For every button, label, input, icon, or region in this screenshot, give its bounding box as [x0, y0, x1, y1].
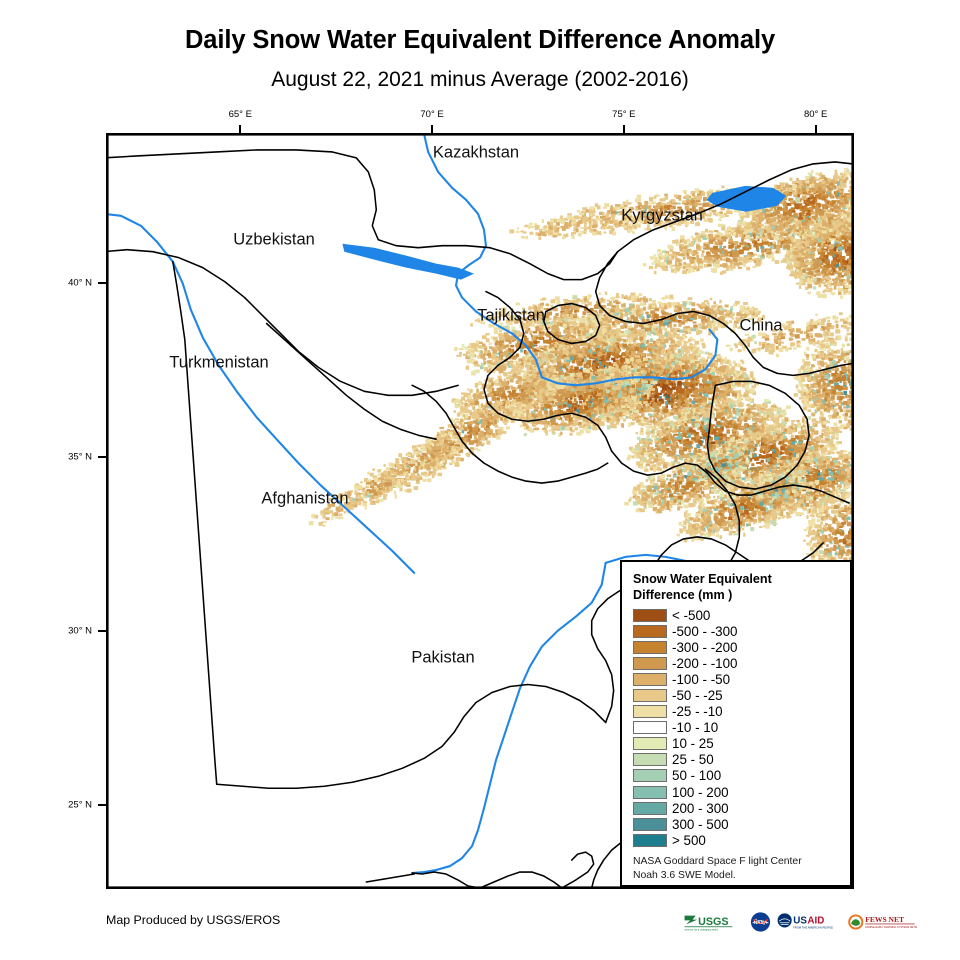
legend-title: Snow Water Equivalent Difference (mm ) — [633, 571, 850, 603]
legend-row: 10 - 25 — [633, 736, 850, 752]
legend-swatch — [633, 624, 667, 638]
legend-class-list: < -500 -500 - -300 -300 - -200 -200 - -100-… — [633, 607, 850, 848]
legend-swatch — [633, 705, 667, 719]
lat-tick-label: 30° N — [68, 625, 92, 637]
legend-class-label: -10 - 10 — [672, 720, 719, 736]
lake-issyk-kul — [706, 185, 787, 212]
map-legend: Snow Water Equivalent Difference (mm ) <… — [620, 560, 852, 887]
page-subtitle: August 22, 2021 minus Average (2002-2016… — [271, 68, 689, 91]
legend-class-label: 50 - 100 — [672, 768, 722, 784]
legend-title-line2: Difference (mm ) — [633, 588, 733, 602]
legend-class-label: -100 - -50 — [672, 671, 731, 687]
lat-tick-mark — [98, 804, 106, 807]
legend-row: > 500 — [633, 832, 850, 848]
legend-class-label: -25 - -10 — [672, 704, 723, 720]
usgs-logo[interactable]: USGS science for a changing world — [683, 911, 745, 933]
legend-row: -300 - -200 — [633, 639, 850, 655]
legend-class-label: 300 - 500 — [672, 816, 729, 832]
lat-tick-label: 40° N — [68, 277, 92, 289]
legend-swatch — [633, 737, 667, 751]
produced-by-text: Map Produced by USGS/EROS — [106, 913, 281, 927]
legend-class-label: -300 - -200 — [672, 639, 738, 655]
legend-credit-line2: Noah 3.6 SWE Model. — [633, 869, 736, 881]
legend-row: 200 - 300 — [633, 800, 850, 816]
lat-tick-label: 35° N — [68, 451, 92, 463]
legend-row: -500 - -300 — [633, 623, 850, 639]
legend-credit-line1: NASA Goddard Space F light Center — [633, 856, 802, 868]
legend-swatch — [633, 721, 667, 735]
lon-tick-label: 70° E — [420, 109, 444, 120]
lake-aral-remnant — [342, 243, 475, 280]
lon-tick-mark — [431, 125, 434, 133]
fewsnet-logo[interactable]: FEWS NET FAMINE EARLY WARNING SYSTEMS NE… — [847, 911, 917, 933]
legend-swatch — [633, 656, 667, 670]
legend-row: -10 - 10 — [633, 720, 850, 736]
legend-class-label: < -500 — [672, 607, 711, 623]
legend-row: < -500 — [633, 607, 850, 623]
legend-class-label: -50 - -25 — [672, 688, 723, 704]
legend-swatch — [633, 833, 667, 847]
swe-anomaly-raster — [308, 167, 853, 574]
lon-tick-mark — [622, 125, 625, 133]
legend-class-label: -200 - -100 — [672, 655, 738, 671]
legend-swatch — [633, 817, 667, 831]
legend-row: 100 - 200 — [633, 784, 850, 800]
agency-logo-row: USGS science for a changing world NASA U… — [683, 911, 917, 933]
legend-swatch — [633, 801, 667, 815]
lat-tick-label: 25° N — [68, 799, 92, 811]
legend-class-label: > 500 — [672, 832, 706, 848]
legend-swatch — [633, 769, 667, 783]
lat-tick-mark — [98, 630, 106, 633]
legend-swatch — [633, 785, 667, 799]
page-title: Daily Snow Water Equivalent Difference A… — [184, 26, 776, 54]
legend-class-label: -500 - -300 — [672, 623, 738, 639]
lat-tick-mark — [98, 456, 106, 458]
nasa-logo[interactable]: NASA — [750, 911, 771, 933]
legend-row: 300 - 500 — [633, 816, 850, 832]
lon-tick-label: 75° E — [612, 109, 636, 120]
legend-swatch — [633, 753, 667, 767]
legend-credit: NASA Goddard Space F light Center Noah 3… — [633, 855, 850, 882]
legend-class-label: 25 - 50 — [672, 752, 714, 768]
legend-row: -25 - -10 — [633, 704, 850, 720]
lon-tick-label: 80° E — [803, 109, 828, 120]
legend-class-label: 200 - 300 — [672, 800, 729, 816]
lon-tick-mark — [239, 125, 242, 133]
legend-title-line1: Snow Water Equivalent — [633, 572, 772, 586]
legend-row: -50 - -25 — [633, 687, 850, 703]
legend-swatch — [633, 672, 667, 686]
lon-tick-mark — [814, 125, 817, 133]
legend-class-label: 100 - 200 — [672, 784, 729, 800]
legend-swatch — [633, 608, 667, 622]
legend-swatch — [633, 689, 667, 703]
usaid-logo[interactable]: US AID FROM THE AMERICAN PEOPLE — [776, 911, 842, 933]
legend-row: 25 - 50 — [633, 752, 850, 768]
legend-row: 50 - 100 — [633, 768, 850, 784]
legend-swatch — [633, 640, 667, 654]
legend-row: -100 - -50 — [633, 671, 850, 687]
lon-tick-label: 65° E — [228, 109, 252, 120]
legend-row: -200 - -100 — [633, 655, 850, 671]
legend-class-label: 10 - 25 — [672, 736, 714, 752]
lat-tick-mark — [98, 281, 106, 284]
